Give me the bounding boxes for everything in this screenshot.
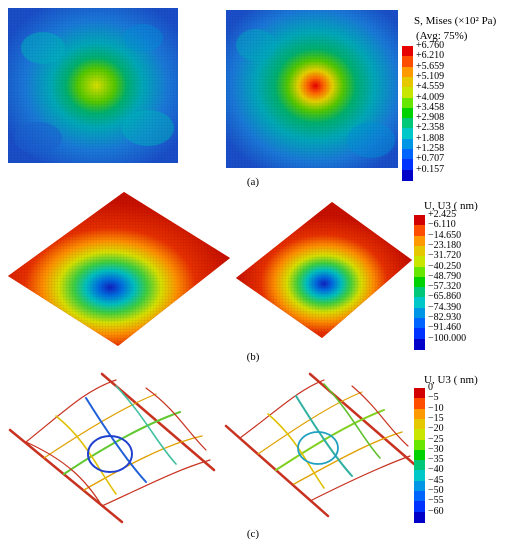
legend-b-swatch bbox=[414, 225, 425, 237]
legend-a-swatch bbox=[402, 46, 413, 57]
legend-a-swatch bbox=[402, 76, 413, 88]
legend-a-swatch bbox=[402, 169, 413, 181]
legend-a-value: +1.258 bbox=[416, 143, 445, 154]
legend-b-value: −6.110 bbox=[428, 219, 456, 231]
legend-a-swatch bbox=[402, 149, 413, 160]
legend-a-swatch bbox=[402, 138, 413, 150]
legend-c-swatch bbox=[414, 501, 425, 513]
legend-b-swatch bbox=[414, 307, 425, 319]
panel-b-caption: (b) bbox=[246, 351, 260, 363]
legend-c-swatch bbox=[414, 429, 425, 441]
legend-a-swatch bbox=[402, 87, 413, 99]
legend-a-value: +6.210 bbox=[416, 50, 445, 62]
legend-b-value: −31.720 bbox=[428, 250, 462, 262]
panel-a-caption: (a) bbox=[246, 176, 260, 188]
legend-a-swatch bbox=[402, 66, 413, 78]
legend-c-swatch bbox=[414, 388, 425, 399]
legend-b-swatch bbox=[414, 235, 425, 247]
legend-c-swatch bbox=[414, 511, 425, 523]
legend-c-value: −15 bbox=[428, 412, 444, 424]
legend-b-value: −48.790 bbox=[428, 270, 462, 282]
legend-b-swatch bbox=[414, 328, 425, 340]
legend-a-value: +1.808 bbox=[416, 132, 445, 144]
legend-b-swatch bbox=[414, 318, 425, 329]
legend-a-value: +4.559 bbox=[416, 81, 445, 93]
legend-b-swatch bbox=[414, 215, 425, 226]
legend-a-value: +3.458 bbox=[416, 101, 445, 113]
legend-b-swatch bbox=[414, 338, 425, 350]
legend-b-swatch bbox=[414, 266, 425, 278]
legend-c-swatch bbox=[414, 408, 425, 420]
legend-c-swatch bbox=[414, 439, 425, 451]
legend-a-swatch bbox=[402, 97, 413, 109]
legend-a-swatch bbox=[402, 107, 413, 119]
legend-c-swatch bbox=[414, 418, 425, 430]
legend-b-value: −40.250 bbox=[428, 260, 462, 272]
legend-c-swatch bbox=[414, 398, 425, 410]
legend-c-value: −10 bbox=[428, 402, 444, 414]
legend-b-value: −82.930 bbox=[428, 312, 462, 323]
legend-a-value: +2.358 bbox=[416, 122, 445, 134]
legend-b-value: −14.650 bbox=[428, 229, 462, 241]
legend-a-value: +0.707 bbox=[416, 153, 445, 165]
legend-b-value: −91.460 bbox=[428, 322, 462, 334]
legend-a-value: +2.908 bbox=[416, 112, 445, 124]
legend-b-value: −100.000 bbox=[428, 332, 467, 344]
legend-c-value: −45 bbox=[428, 474, 444, 486]
legend-b-swatch bbox=[414, 297, 425, 309]
stress-map-left bbox=[8, 8, 178, 163]
legend-c-swatch bbox=[414, 460, 425, 472]
legend-c-title: U, U3 ( nm) bbox=[424, 374, 478, 386]
legend-a-swatch bbox=[402, 118, 413, 130]
legend-c-swatch bbox=[414, 449, 425, 461]
legend-a-value: +5.659 bbox=[416, 60, 445, 72]
lattice-structure-left bbox=[6, 370, 218, 526]
lattice-structure-right bbox=[222, 370, 418, 520]
legend-c-value: −60 bbox=[428, 505, 444, 517]
legend-c-value: −50 bbox=[428, 485, 444, 496]
legend-a-title: S, Mises (×10² Pa) bbox=[414, 15, 497, 27]
legend-c-value: −40 bbox=[428, 464, 444, 476]
legend-b-value: −65.860 bbox=[428, 291, 462, 303]
stress-map-right bbox=[226, 10, 398, 168]
legend-a-subtitle: (Avg: 75%) bbox=[416, 30, 468, 42]
legend-a-swatch bbox=[402, 128, 413, 140]
legend-b-value: −57.320 bbox=[428, 281, 462, 293]
legend-a-value: +0.157 bbox=[416, 163, 445, 175]
legend-a-swatch bbox=[402, 56, 413, 68]
legend-b-swatch bbox=[414, 276, 425, 288]
legend-c-swatch bbox=[414, 470, 425, 482]
legend-c-value: −25 bbox=[428, 433, 444, 445]
legend-c-value: −55 bbox=[428, 495, 444, 507]
legend-b-swatch bbox=[414, 245, 425, 257]
legend-c-swatch bbox=[414, 480, 425, 492]
legend-a-value: +6.760 bbox=[416, 40, 445, 51]
legend-a-value: +4.009 bbox=[416, 91, 445, 103]
displacement-surface-right bbox=[234, 200, 414, 340]
displacement-surface-left bbox=[6, 188, 232, 348]
legend-a-swatch bbox=[402, 159, 413, 171]
legend-c-value: −35 bbox=[428, 454, 444, 466]
legend-c-value: −20 bbox=[428, 423, 444, 435]
legend-c-swatch bbox=[414, 491, 425, 502]
legend-b-title: U, U3 ( nm) bbox=[424, 200, 478, 212]
legend-b-value: −23.180 bbox=[428, 239, 462, 251]
legend-c-value: 0 bbox=[428, 382, 433, 393]
legend-c-value: −30 bbox=[428, 443, 444, 455]
panel-c-caption: (c) bbox=[246, 528, 260, 540]
legend-b-value: +2.425 bbox=[428, 209, 457, 220]
legend-b-swatch bbox=[414, 256, 425, 268]
legend-a-value: +5.109 bbox=[416, 70, 445, 82]
legend-c-value: −5 bbox=[428, 392, 439, 404]
legend-b-value: −74.390 bbox=[428, 301, 462, 313]
legend-b-swatch bbox=[414, 287, 425, 299]
